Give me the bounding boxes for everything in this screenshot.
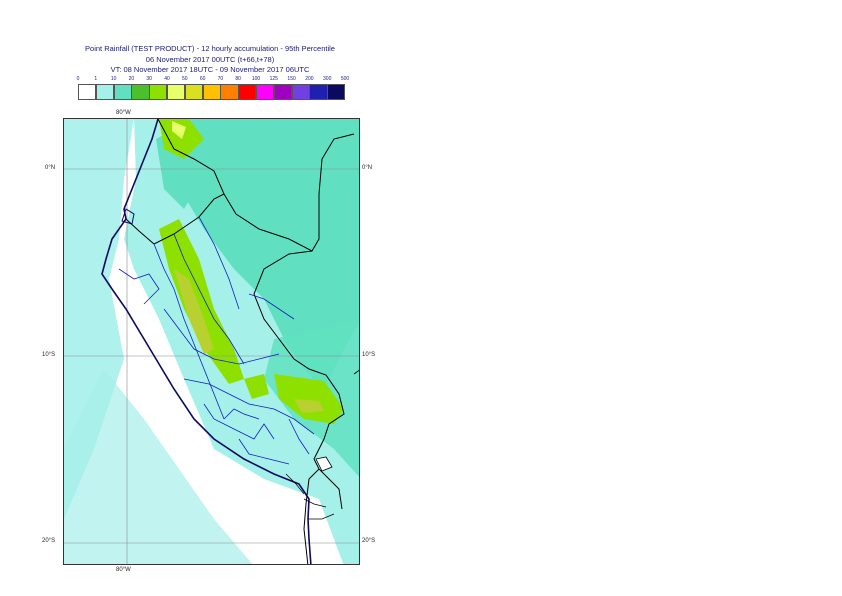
region-line-7 (203, 403, 275, 440)
lon-label-top: 80°W (116, 110, 131, 116)
border-ecuador-colombia (157, 119, 355, 252)
central-rain-cell (244, 374, 269, 399)
scale-color-box (113, 84, 132, 100)
chart-title: Point Rainfall (TEST PRODUCT) - 12 hourl… (85, 44, 335, 53)
scale-color-box (184, 84, 204, 100)
scale-color-box (256, 84, 275, 100)
border-peru-brazil-bolivia (253, 250, 345, 510)
chart-subtitle-run: 06 November 2017 00UTC (t+66,t+78) (145, 55, 275, 64)
chile-region-2 (303, 498, 327, 508)
scale-tick-label: 70 (217, 76, 224, 82)
scale-tick-label: 40 (164, 76, 170, 82)
scale-color-box (131, 84, 150, 100)
scale-color-box (309, 84, 328, 100)
border-chile-bolivia (303, 468, 320, 564)
north-rain-peak (172, 121, 186, 139)
lat-label-left-10: 10°S (42, 352, 56, 358)
offshore-rain-south (64, 369, 253, 564)
lat-label-left-0: 0°N (45, 165, 56, 171)
land-rain-medium-north (169, 119, 359, 389)
region-line-6 (183, 378, 315, 435)
chile-region-3 (308, 513, 335, 520)
scale-tick-label: 20 (128, 76, 135, 82)
region-line-3 (173, 233, 245, 365)
lat-label-left-20: 20°S (42, 538, 56, 544)
andes-rain-core (174, 269, 214, 354)
scale-tick-label: 100 (251, 76, 261, 82)
andes-rain-band (159, 219, 244, 384)
scale-color-box (78, 84, 97, 100)
lake-titicaca (315, 456, 333, 472)
regional-boundaries (118, 216, 315, 465)
scale-tick-label: 30 (146, 76, 152, 82)
region-line-2 (153, 243, 225, 420)
scale-tick-label: 1 (94, 76, 98, 82)
region-line-5 (163, 308, 280, 365)
region-line-8 (238, 438, 290, 465)
scale-tick-label: 50 (182, 76, 188, 82)
rainfall-map (63, 118, 360, 565)
southeast-rain-cell (274, 374, 344, 424)
north-rain-cell (159, 119, 204, 159)
scale-color-box (273, 84, 293, 100)
lat-label-right-20: 20°S (362, 538, 376, 544)
region-line-4 (198, 216, 240, 310)
region-line-11 (223, 408, 260, 420)
scale-color-box (291, 84, 310, 100)
scale-color-box (95, 84, 115, 100)
chile-region-1 (285, 473, 305, 495)
chile-regions (285, 473, 335, 520)
scale-color-box (167, 84, 186, 100)
scale-tick-label: 200 (305, 76, 314, 82)
region-line-1 (118, 268, 160, 305)
region-line-10 (248, 293, 295, 320)
scale-color-box (202, 84, 221, 100)
scale-tick-label: 125 (269, 76, 278, 82)
lat-label-right-10: 10°S (362, 352, 376, 358)
lat-label-right-0: 0°N (362, 165, 373, 171)
scale-tick-label: 150 (287, 76, 296, 82)
scale-color-box (220, 84, 239, 100)
region-line-9 (288, 418, 310, 455)
border-east (353, 369, 359, 375)
graticule (64, 119, 359, 564)
scale-tick-label: 0 (76, 76, 80, 82)
scale-color-box (238, 84, 257, 100)
scale-tick-label: 10 (110, 76, 117, 82)
map-svg (64, 119, 359, 564)
scale-tick-label: 500 (340, 76, 350, 82)
scale-tick-label: 300 (323, 76, 332, 82)
scale-tick-label: 80 (235, 76, 241, 82)
coastline (101, 119, 312, 564)
southeast-rain-core (294, 399, 324, 413)
scale-tick-label: 60 (199, 76, 206, 82)
scale-color-box (149, 84, 168, 100)
scale-color-box (327, 84, 346, 100)
lon-label-bottom: 80°W (116, 567, 131, 573)
chart-subtitle-validity: VT: 08 November 2017 18UTC - 09 November… (110, 65, 310, 74)
